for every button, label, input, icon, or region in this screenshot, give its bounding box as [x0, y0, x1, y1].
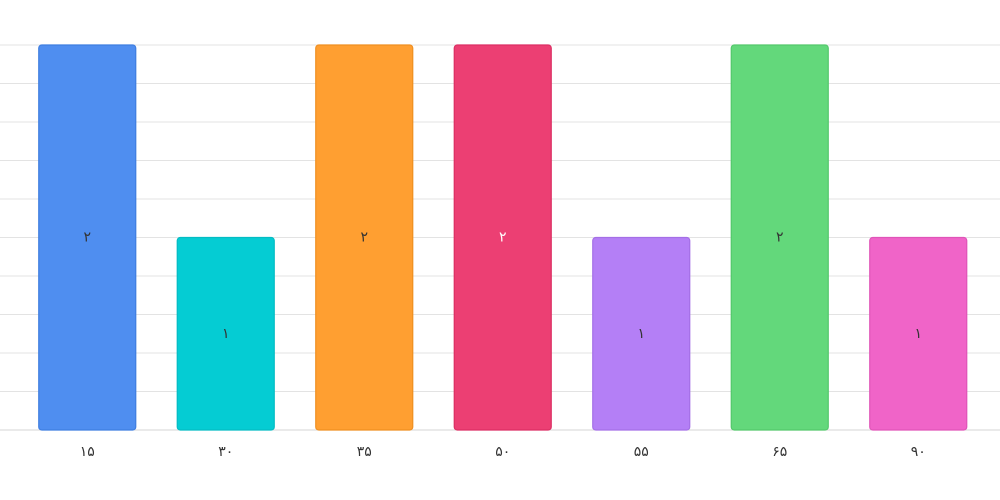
bar-1[interactable] — [38, 44, 137, 431]
bar-6[interactable] — [730, 44, 829, 431]
data-label-3: ۲ — [360, 230, 368, 246]
data-label-7: ۱ — [914, 326, 922, 342]
bars-layer — [38, 44, 968, 431]
data-label-1: ۲ — [83, 230, 91, 246]
x-tick-label-6: ۶۵ — [772, 444, 787, 460]
x-tick-label-4: ۵۰ — [495, 444, 510, 460]
data-labels-layer: ۲ ۱ ۲ ۲ ۱ ۲ ۱ — [83, 230, 922, 342]
data-label-5: ۱ — [637, 326, 645, 342]
bar-4[interactable] — [453, 44, 552, 431]
x-tick-label-3: ۳۵ — [357, 444, 372, 460]
bar-3[interactable] — [315, 44, 414, 431]
x-tick-label-7: ۹۰ — [911, 444, 926, 460]
data-label-4: ۲ — [499, 230, 507, 246]
bar-7[interactable] — [869, 236, 968, 431]
bar-2[interactable] — [176, 236, 275, 431]
bar-5[interactable] — [592, 236, 691, 431]
x-axis-ticks-layer: ۱۵ ۳۰ ۳۵ ۵۰ ۵۵ ۶۵ ۹۰ — [80, 444, 926, 460]
data-label-2: ۱ — [222, 326, 230, 342]
x-tick-label-5: ۵۵ — [634, 444, 649, 460]
x-tick-label-1: ۱۵ — [80, 444, 95, 460]
x-tick-label-2: ۳۰ — [218, 444, 233, 460]
data-label-6: ۲ — [776, 230, 784, 246]
